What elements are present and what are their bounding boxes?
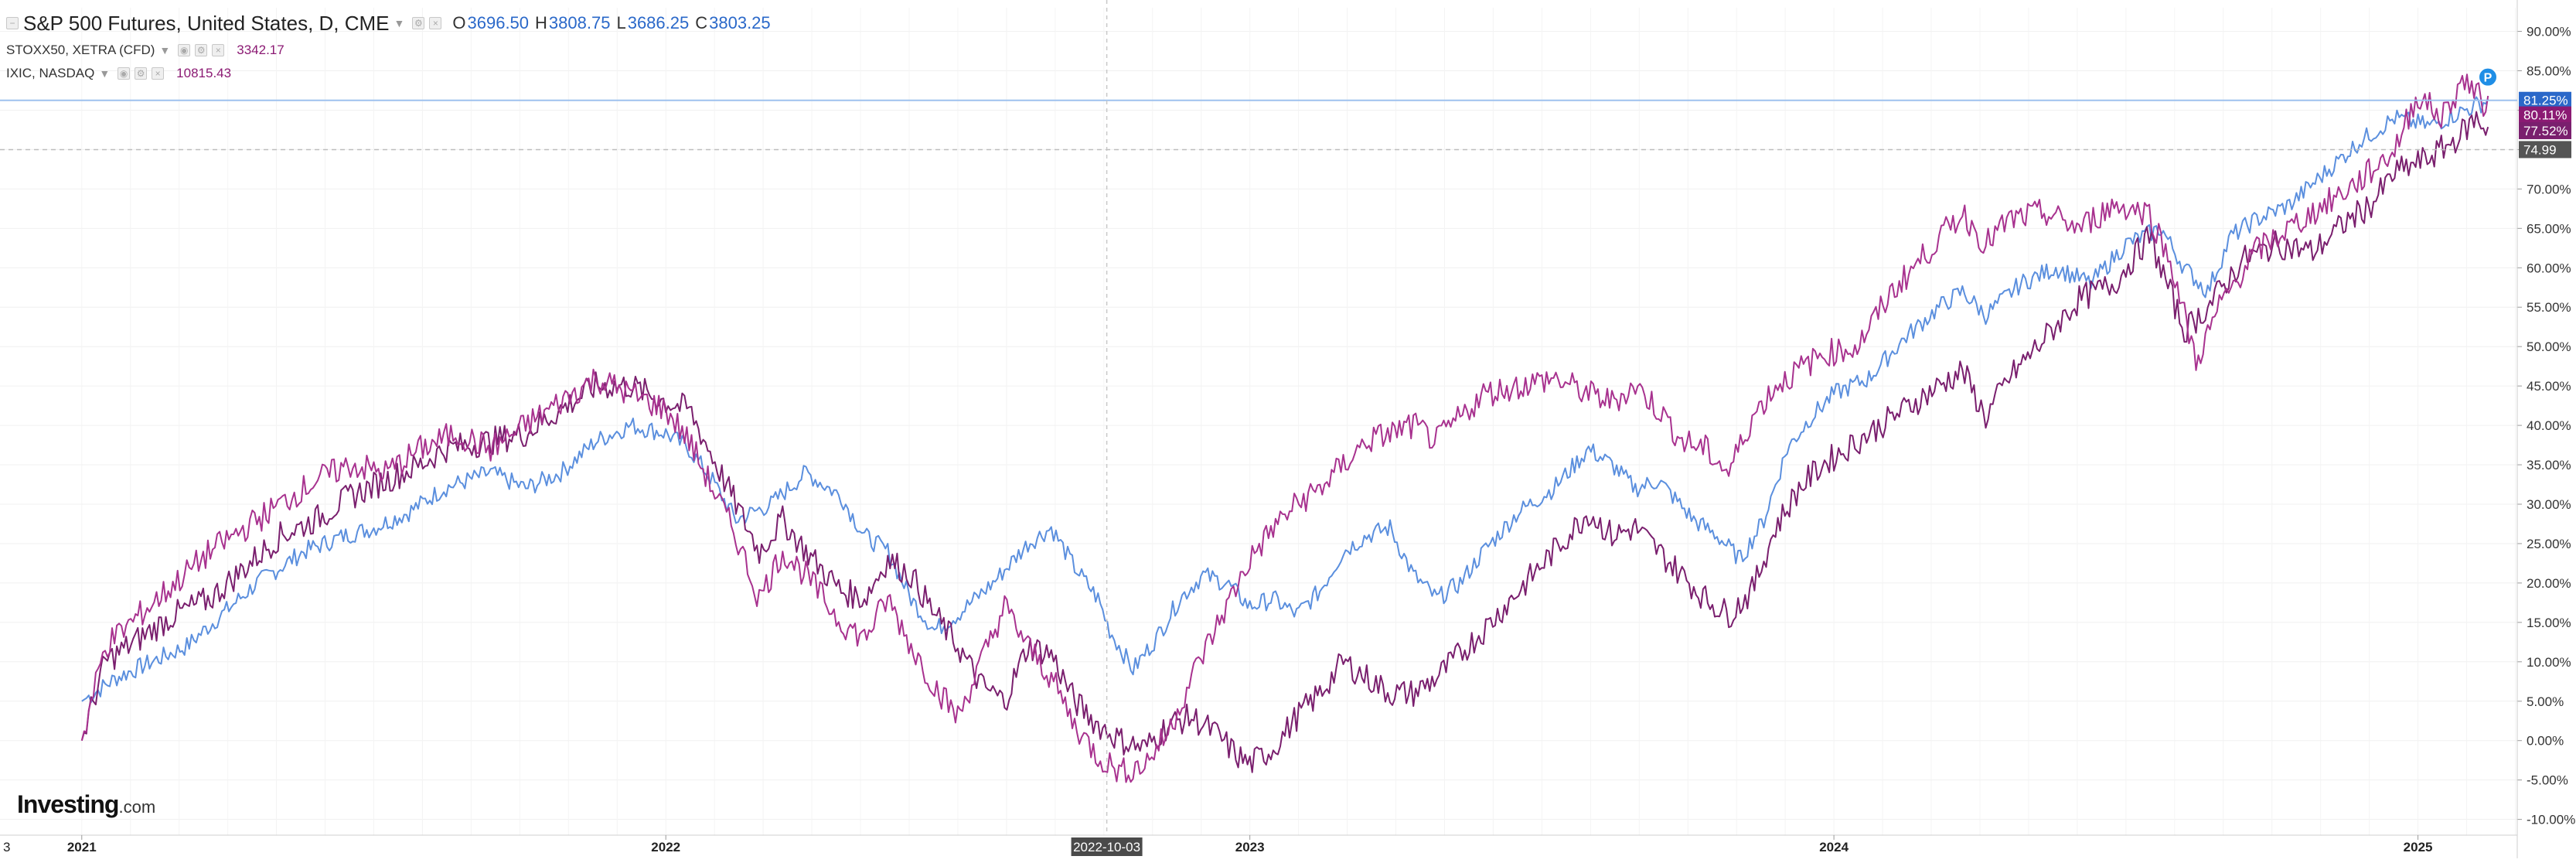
close-icon[interactable]: × xyxy=(429,17,442,29)
collapse-icon[interactable]: − xyxy=(6,17,19,29)
y-tick-label: -10.00% xyxy=(2527,813,2575,827)
grid xyxy=(0,8,2517,835)
close-icon[interactable]: × xyxy=(152,67,165,80)
y-tick-label: 65.00% xyxy=(2527,221,2571,236)
marker-p-label: P xyxy=(2484,72,2493,85)
y-tick-label: 5.00% xyxy=(2527,694,2564,709)
logo-text: Investing xyxy=(17,790,119,818)
legend-stoxx-title: STOXX50, XETRA (CFD) xyxy=(6,43,155,57)
y-tick-label: -5.00% xyxy=(2527,773,2568,788)
close-icon[interactable]: × xyxy=(212,44,225,56)
eye-icon[interactable]: ◉ xyxy=(118,67,131,80)
x-tick-label: 2023 xyxy=(1235,840,1265,854)
badge-ixic-bg xyxy=(2519,106,2571,124)
legend-ixic-title: IXIC, NASDAQ xyxy=(6,66,95,80)
y-tick-label: 70.00% xyxy=(2527,182,2571,196)
y-tick-label: 85.00% xyxy=(2527,64,2571,79)
legend-main-title: S&P 500 Futures, United States, D, CME xyxy=(23,11,390,35)
open-label: O xyxy=(452,13,466,32)
badge-ixic-label: 80.11% xyxy=(2523,108,2567,123)
y-tick-label: 10.00% xyxy=(2527,655,2571,670)
crosshair-date-label: 2022-10-03 xyxy=(1073,840,1140,854)
x-tick-label-start: 3 xyxy=(3,840,10,854)
badge-spx-bg xyxy=(2519,91,2571,109)
series-lines xyxy=(80,73,2489,783)
legend-ixic-value: 10815.43 xyxy=(176,66,232,80)
high-value: 3808.75 xyxy=(548,13,611,32)
y-tick-label: 45.00% xyxy=(2527,379,2571,394)
series-line-2 xyxy=(80,73,2489,783)
crosshair-date-badge xyxy=(1071,837,1143,856)
x-tick-label: 2022 xyxy=(651,840,680,854)
legend-row-ixic[interactable]: IXIC, NASDAQ ▼ ◉ ⚙ × 10815.43 xyxy=(6,62,771,85)
series-line-0 xyxy=(81,96,2489,703)
low-value: 3686.25 xyxy=(627,13,690,32)
y-tick-label: 25.00% xyxy=(2527,537,2571,551)
badge-stoxx-bg xyxy=(2519,121,2571,139)
y-tick-label: 35.00% xyxy=(2527,458,2571,472)
low-label: L xyxy=(616,13,626,32)
y-tick-label: 30.00% xyxy=(2527,497,2571,512)
x-tick-label: 2024 xyxy=(1819,840,1849,854)
high-label: H xyxy=(535,13,547,32)
y-tick-label: 55.00% xyxy=(2527,300,2571,315)
settings-icon[interactable]: ⚙ xyxy=(195,44,208,56)
logo-suffix: .com xyxy=(118,797,156,817)
legend-stoxx-value: 3342.17 xyxy=(237,43,285,57)
series-line-1 xyxy=(80,111,2489,773)
y-tick-label: 0.00% xyxy=(2527,734,2564,749)
chevron-down-icon[interactable]: ▼ xyxy=(159,44,171,56)
chevron-down-icon[interactable]: ▼ xyxy=(394,17,405,29)
investing-logo[interactable]: Investing.com xyxy=(17,790,155,819)
x-tick-label: 2025 xyxy=(2404,840,2433,854)
chevron-down-icon[interactable]: ▼ xyxy=(99,67,111,80)
legend: − S&P 500 Futures, United States, D, CME… xyxy=(6,8,771,85)
x-tick-label: 2021 xyxy=(67,840,97,854)
settings-icon[interactable]: ⚙ xyxy=(135,67,148,80)
marker-p-icon[interactable] xyxy=(2478,67,2498,87)
y-tick-label: 90.00% xyxy=(2527,25,2571,39)
badge-price-bg xyxy=(2519,141,2571,159)
badge-stoxx-label: 77.52% xyxy=(2523,124,2568,138)
eye-icon[interactable]: ◉ xyxy=(178,44,191,56)
badge-spx-label: 81.25% xyxy=(2523,94,2568,108)
settings-icon[interactable]: ⚙ xyxy=(412,17,425,29)
legend-main-row[interactable]: − S&P 500 Futures, United States, D, CME… xyxy=(6,8,771,39)
y-tick-label: 60.00% xyxy=(2527,261,2571,275)
y-tick-label: 50.00% xyxy=(2527,339,2571,354)
y-tick-label: 20.00% xyxy=(2527,576,2571,591)
badge-price-label: 74.99 xyxy=(2523,142,2557,157)
y-tick-label: 15.00% xyxy=(2527,616,2571,630)
close-value: 3803.25 xyxy=(709,13,771,32)
close-label: C xyxy=(695,13,708,32)
y-tick-label: 40.00% xyxy=(2527,418,2571,433)
legend-row-stoxx[interactable]: STOXX50, XETRA (CFD) ▼ ◉ ⚙ × 3342.17 xyxy=(6,39,771,62)
open-value: 3696.50 xyxy=(467,13,530,32)
